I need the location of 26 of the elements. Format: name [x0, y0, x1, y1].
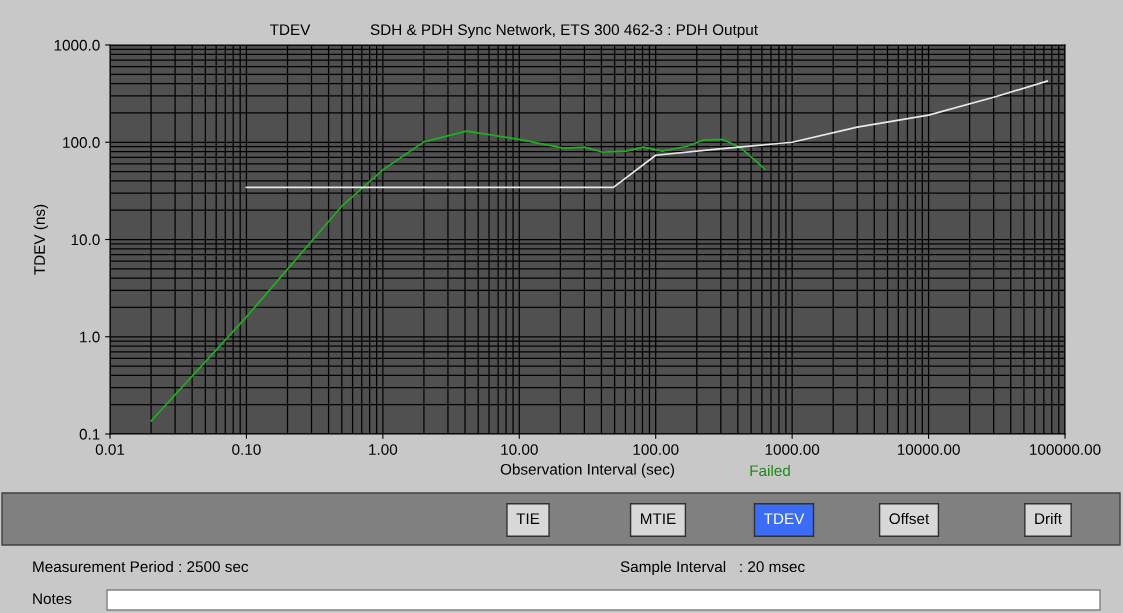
chart-title: TDEV — [269, 24, 311, 35]
text: Sample Interval : 20 msec — [620, 560, 805, 576]
y-tick-label: 0.1 — [79, 428, 100, 440]
y-tick-label: 10.0 — [71, 234, 100, 246]
x-axis-title: Observation Interval (sec) — [500, 463, 675, 478]
x-tick-label: 1000.00 — [765, 444, 820, 455]
x-tick-label: 10000.00 — [897, 444, 960, 455]
x-tick-label: 100000.00 — [1030, 444, 1101, 455]
y-tick-label: 1.0 — [80, 331, 100, 343]
chart-subtitle: SDH & PDH Sync Network, ETS 300 462-3 : PDH Output — [370, 23, 758, 39]
y-axis-title: TDEV (ns) — [33, 204, 48, 275]
y-tick-label: 100.0 — [63, 137, 100, 148]
text: Failed — [750, 464, 790, 477]
x-tick-label: 0.10 — [232, 444, 261, 455]
x-tick-label: 0.01 — [95, 444, 125, 455]
text: MTIE — [641, 513, 676, 524]
text: Offset — [889, 512, 930, 525]
text: Drift — [1035, 512, 1062, 525]
y-tick-label: 1000.0 — [54, 39, 100, 51]
text: TDEV — [763, 513, 805, 524]
text: Notes — [33, 593, 72, 605]
text: TIE — [516, 513, 540, 524]
x-tick-label: 100.00 — [633, 444, 679, 455]
text: Measurement Period : 2500 sec — [33, 560, 249, 573]
x-tick-label: 10.00 — [501, 444, 538, 455]
x-tick-label: 1.00 — [369, 444, 398, 455]
